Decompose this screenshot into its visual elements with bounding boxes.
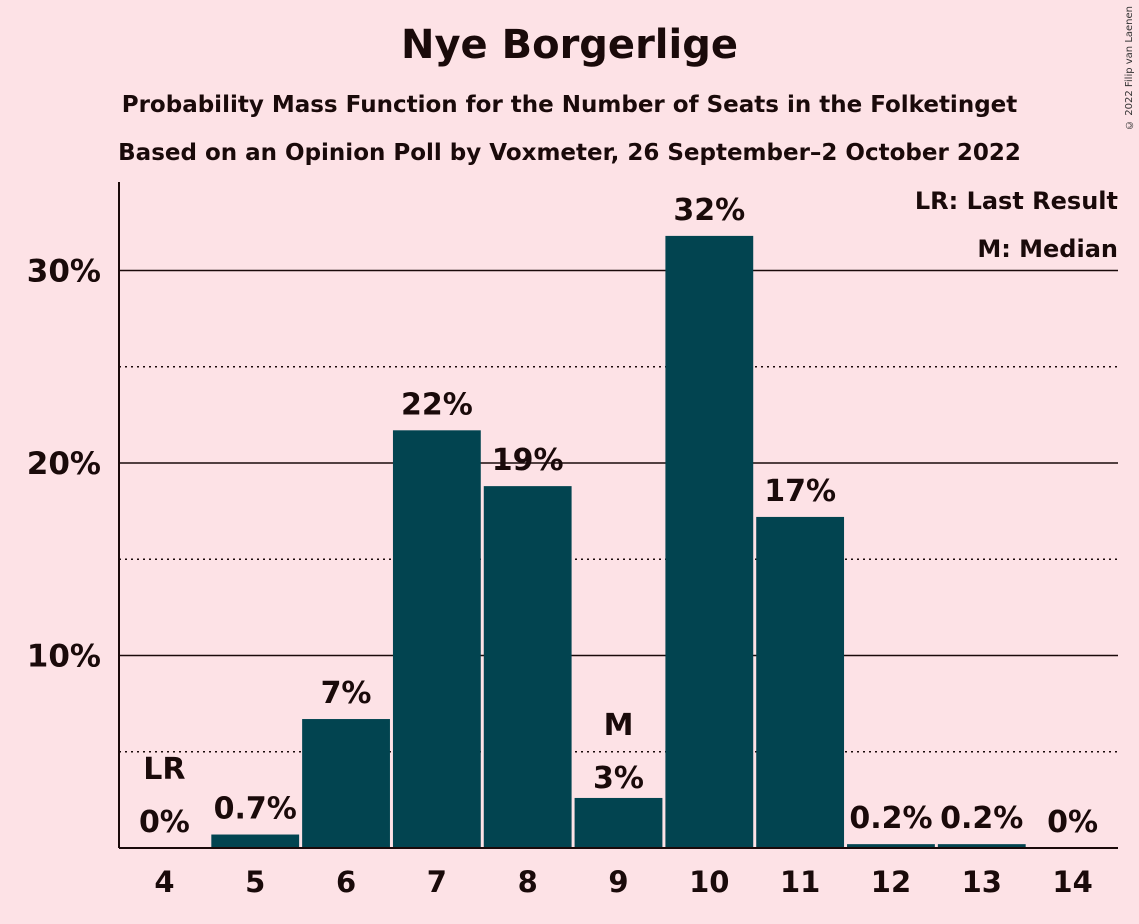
x-tick-label: 14 [1052, 865, 1092, 899]
marker-label: M [604, 708, 634, 743]
x-tick-label: 4 [154, 865, 174, 899]
y-tick-label: 20% [27, 446, 101, 482]
y-tick-label: 30% [27, 254, 101, 290]
x-tick-label: 13 [962, 865, 1002, 899]
x-tick-label: 11 [780, 865, 820, 899]
value-label: 7% [321, 676, 372, 711]
value-label: 17% [764, 474, 836, 509]
bar [937, 844, 1026, 848]
marker-label: LR [143, 752, 185, 787]
value-label: 19% [492, 443, 564, 478]
y-tick-label: 10% [27, 639, 101, 675]
bar [483, 486, 572, 848]
chart-subtitle-source: Based on an Opinion Poll by Voxmeter, 26… [118, 140, 1021, 166]
bar [211, 834, 300, 848]
x-tick-label: 9 [608, 865, 628, 899]
bar [302, 719, 390, 848]
x-tick-label: 7 [427, 865, 447, 899]
x-tick-label: 6 [336, 865, 356, 899]
value-label: 0.2% [849, 801, 932, 836]
value-label: 3% [593, 761, 644, 796]
value-label: 0% [1047, 805, 1098, 840]
x-tick-label: 10 [689, 865, 729, 899]
x-tick-label: 5 [245, 865, 265, 899]
value-label: 0.7% [214, 792, 297, 827]
value-label: 22% [401, 387, 473, 422]
bar [756, 516, 845, 848]
chart-title: Nye Borgerlige [401, 22, 738, 68]
bar [574, 797, 663, 848]
legend-entry: LR: Last Result [915, 187, 1118, 215]
bar [665, 235, 754, 849]
bar [392, 430, 481, 848]
value-label: 32% [673, 193, 745, 228]
bar [847, 844, 935, 848]
legend-entry: M: Median [977, 235, 1118, 263]
value-label: 0% [139, 805, 190, 840]
x-tick-label: 12 [871, 865, 911, 899]
chart-subtitle: Probability Mass Function for the Number… [121, 92, 1018, 118]
x-tick-label: 8 [518, 865, 538, 899]
value-label: 0.2% [940, 801, 1023, 836]
